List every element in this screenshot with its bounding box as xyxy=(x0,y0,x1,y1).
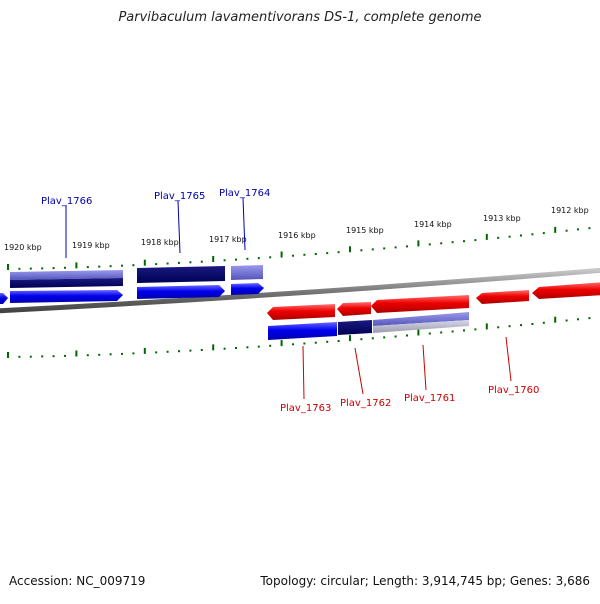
scale-label: 1917 kbp xyxy=(209,235,247,244)
scale-label: 1916 kbp xyxy=(278,231,316,240)
gene-arrow[interactable] xyxy=(267,304,335,320)
gene-labels: Plav_1766 Plav_1765 Plav_1764 Plav_1763 … xyxy=(41,188,539,414)
scale-label: 1918 kbp xyxy=(141,238,179,247)
reverse-genes-lower xyxy=(268,312,469,340)
gene-block[interactable] xyxy=(268,322,337,340)
gene-block[interactable] xyxy=(373,320,469,333)
gene-label-forward[interactable]: Plav_1765 xyxy=(154,191,205,202)
gene-arrow[interactable] xyxy=(231,283,264,295)
accession-text: Accession: NC_009719 xyxy=(9,574,146,588)
gene-arrow[interactable] xyxy=(337,302,371,316)
gene-label-forward[interactable]: Plav_1764 xyxy=(219,188,270,199)
forward-genes-upper xyxy=(10,265,263,288)
leader-line xyxy=(177,200,181,254)
genome-summary-text: Topology: circular; Length: 3,914,745 bp… xyxy=(260,574,590,588)
gene-arrow[interactable] xyxy=(10,290,123,303)
gene-label-reverse[interactable]: Plav_1762 xyxy=(340,398,391,409)
leader-line xyxy=(354,347,364,395)
gene-block[interactable] xyxy=(373,312,469,326)
gene-arrow[interactable] xyxy=(10,278,123,288)
gene-arrow[interactable] xyxy=(371,295,469,313)
scale-labels: 1920 kbp 1919 kbp 1918 kbp 1917 kbp 1916… xyxy=(4,206,589,252)
gene-label-forward[interactable]: Plav_1766 xyxy=(41,196,92,207)
gene-arrow[interactable] xyxy=(137,285,225,299)
leader-line xyxy=(302,345,305,400)
leader-line xyxy=(422,344,427,391)
scale-label: 1919 kbp xyxy=(72,241,110,250)
gene-arrow[interactable] xyxy=(476,290,529,304)
leader-line xyxy=(242,197,246,251)
gene-arrow[interactable] xyxy=(532,282,600,299)
leader-line xyxy=(505,336,512,382)
forward-genes-lower xyxy=(0,283,264,304)
scale-label: 1914 kbp xyxy=(414,220,452,229)
gene-label-reverse[interactable]: Plav_1761 xyxy=(404,393,455,404)
reverse-genes xyxy=(267,282,600,320)
genome-backbone xyxy=(0,267,600,314)
scale-ticks-upper xyxy=(7,226,591,270)
gene-label-reverse[interactable]: Plav_1763 xyxy=(280,403,331,414)
gene-arrow[interactable] xyxy=(231,265,263,280)
scale-label: 1912 kbp xyxy=(551,206,589,215)
gene-arrow[interactable] xyxy=(10,270,123,280)
scale-label: 1920 kbp xyxy=(4,243,42,252)
scale-label: 1913 kbp xyxy=(483,214,521,223)
label-leaders xyxy=(65,197,512,400)
gene-arrow[interactable] xyxy=(0,293,8,304)
gene-arrow[interactable] xyxy=(137,266,225,283)
gene-block[interactable] xyxy=(338,320,372,335)
scale-label: 1915 kbp xyxy=(346,226,384,235)
scale-ticks-lower xyxy=(7,316,591,358)
map-title: Parvibaculum lavamentivorans DS-1, compl… xyxy=(118,10,482,25)
gene-label-reverse[interactable]: Plav_1760 xyxy=(488,385,539,396)
